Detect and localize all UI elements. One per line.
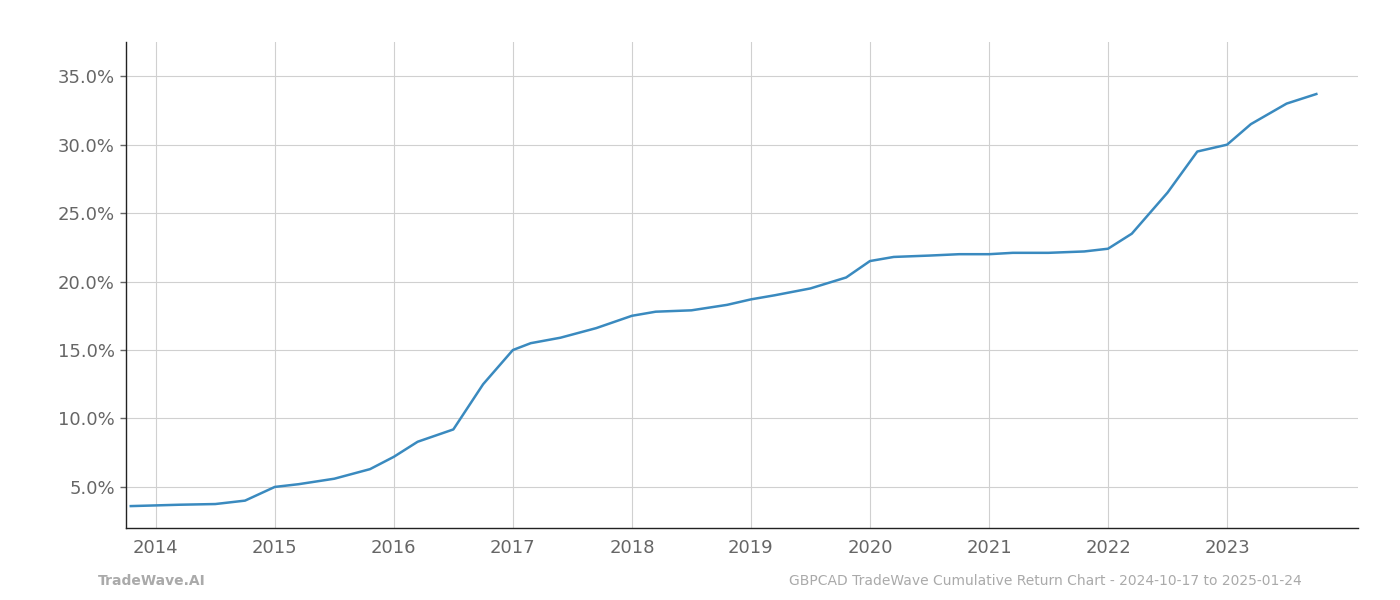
Text: TradeWave.AI: TradeWave.AI xyxy=(98,574,206,588)
Text: GBPCAD TradeWave Cumulative Return Chart - 2024-10-17 to 2025-01-24: GBPCAD TradeWave Cumulative Return Chart… xyxy=(790,574,1302,588)
